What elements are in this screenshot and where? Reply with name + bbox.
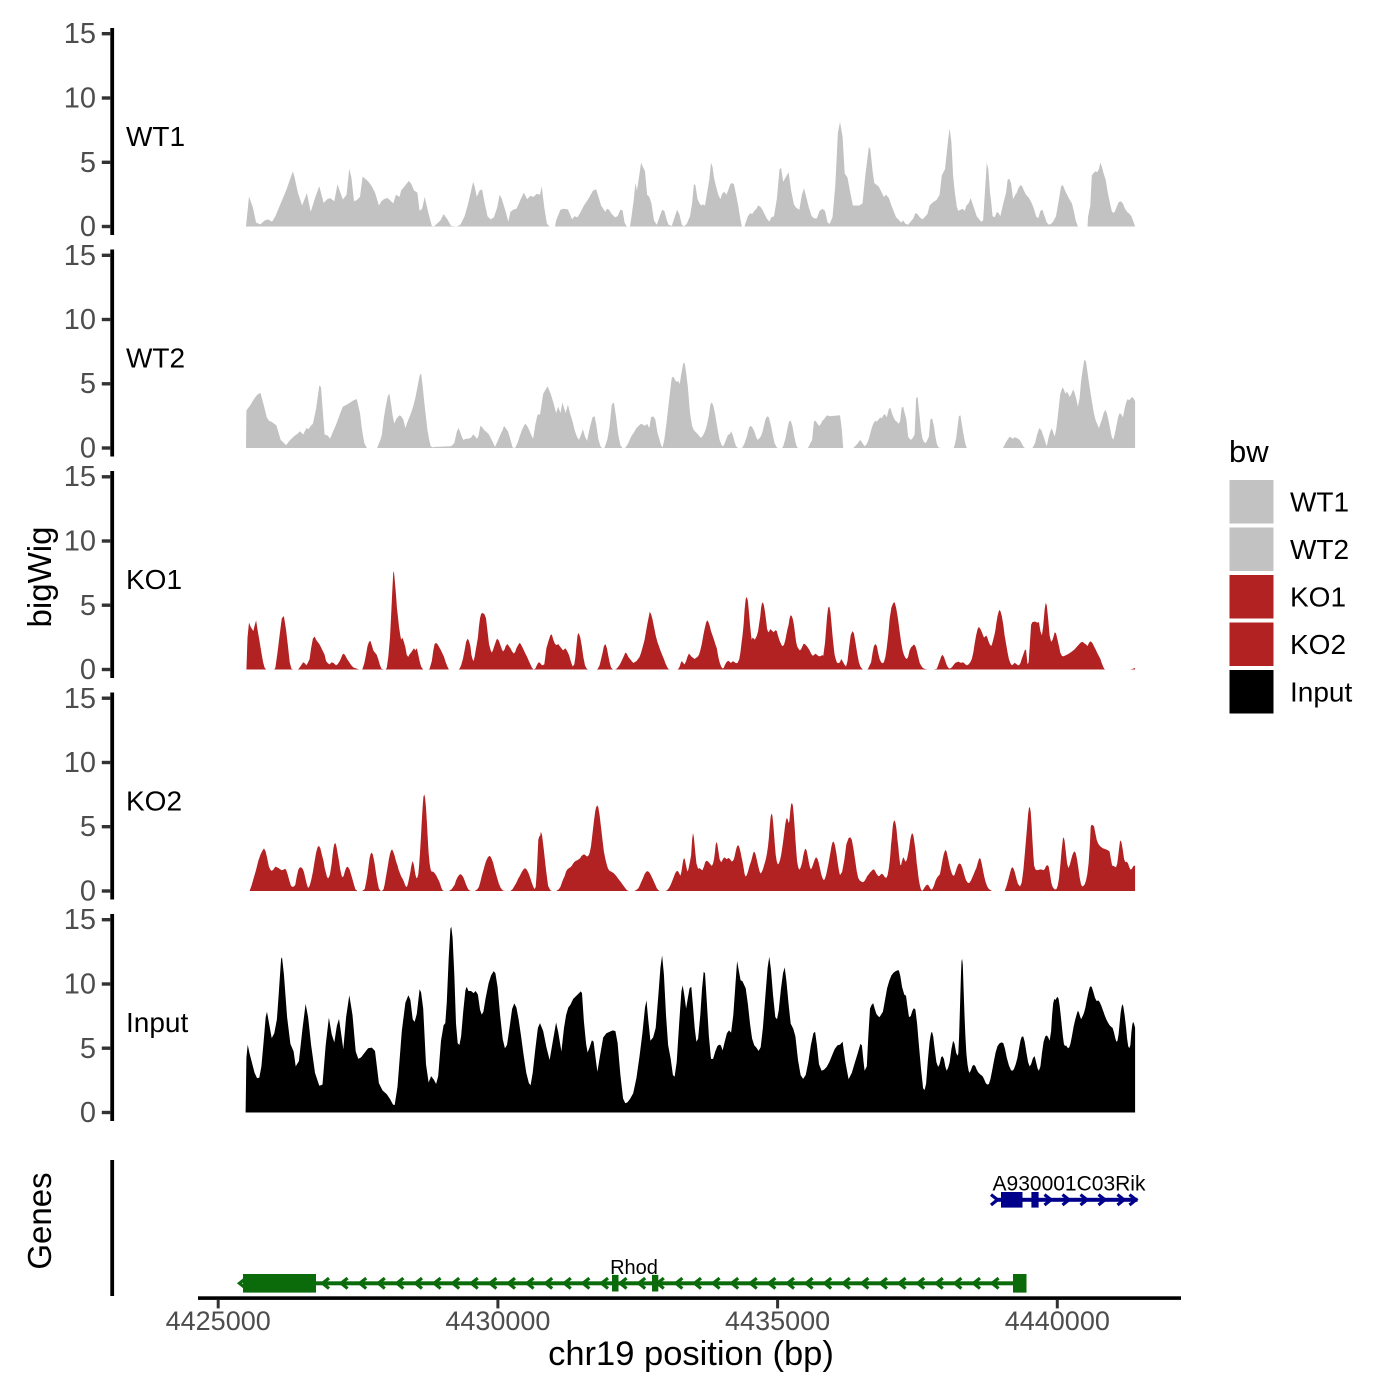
svg-text:15: 15: [64, 904, 96, 936]
svg-text:WT1: WT1: [126, 121, 185, 152]
svg-text:15: 15: [64, 461, 96, 493]
svg-text:WT1: WT1: [1290, 487, 1349, 518]
svg-text:Input: Input: [1290, 677, 1352, 708]
svg-text:10: 10: [64, 304, 96, 336]
svg-text:chr19 position (bp): chr19 position (bp): [548, 1335, 834, 1373]
svg-text:KO2: KO2: [1290, 629, 1346, 660]
svg-text:5: 5: [80, 811, 96, 843]
svg-text:0: 0: [80, 654, 96, 686]
svg-text:10: 10: [64, 526, 96, 558]
svg-text:0: 0: [80, 433, 96, 465]
svg-text:15: 15: [64, 18, 96, 50]
svg-text:4440000: 4440000: [1005, 1306, 1110, 1336]
svg-text:A930001C03Rik: A930001C03Rik: [993, 1173, 1146, 1196]
svg-text:bigWig: bigWig: [21, 527, 58, 628]
svg-text:10: 10: [64, 83, 96, 115]
svg-text:KO1: KO1: [126, 564, 182, 595]
svg-text:bw: bw: [1229, 434, 1269, 469]
svg-text:5: 5: [80, 368, 96, 400]
svg-text:5: 5: [80, 147, 96, 179]
svg-text:0: 0: [80, 211, 96, 243]
svg-text:WT2: WT2: [126, 343, 185, 374]
svg-text:0: 0: [80, 1097, 96, 1129]
svg-text:Input: Input: [126, 1007, 188, 1038]
svg-text:KO1: KO1: [1290, 582, 1346, 613]
svg-text:Genes: Genes: [21, 1172, 58, 1269]
svg-text:4425000: 4425000: [166, 1306, 271, 1336]
svg-text:WT2: WT2: [1290, 534, 1349, 565]
svg-text:5: 5: [80, 1033, 96, 1065]
svg-text:4435000: 4435000: [725, 1306, 830, 1336]
svg-text:4430000: 4430000: [445, 1306, 550, 1336]
svg-text:0: 0: [80, 876, 96, 908]
svg-text:KO2: KO2: [126, 786, 182, 817]
svg-text:15: 15: [64, 683, 96, 715]
svg-text:10: 10: [64, 747, 96, 779]
svg-text:15: 15: [64, 240, 96, 272]
svg-text:Rhod: Rhod: [610, 1257, 658, 1279]
svg-text:10: 10: [64, 969, 96, 1001]
svg-text:5: 5: [80, 590, 96, 622]
